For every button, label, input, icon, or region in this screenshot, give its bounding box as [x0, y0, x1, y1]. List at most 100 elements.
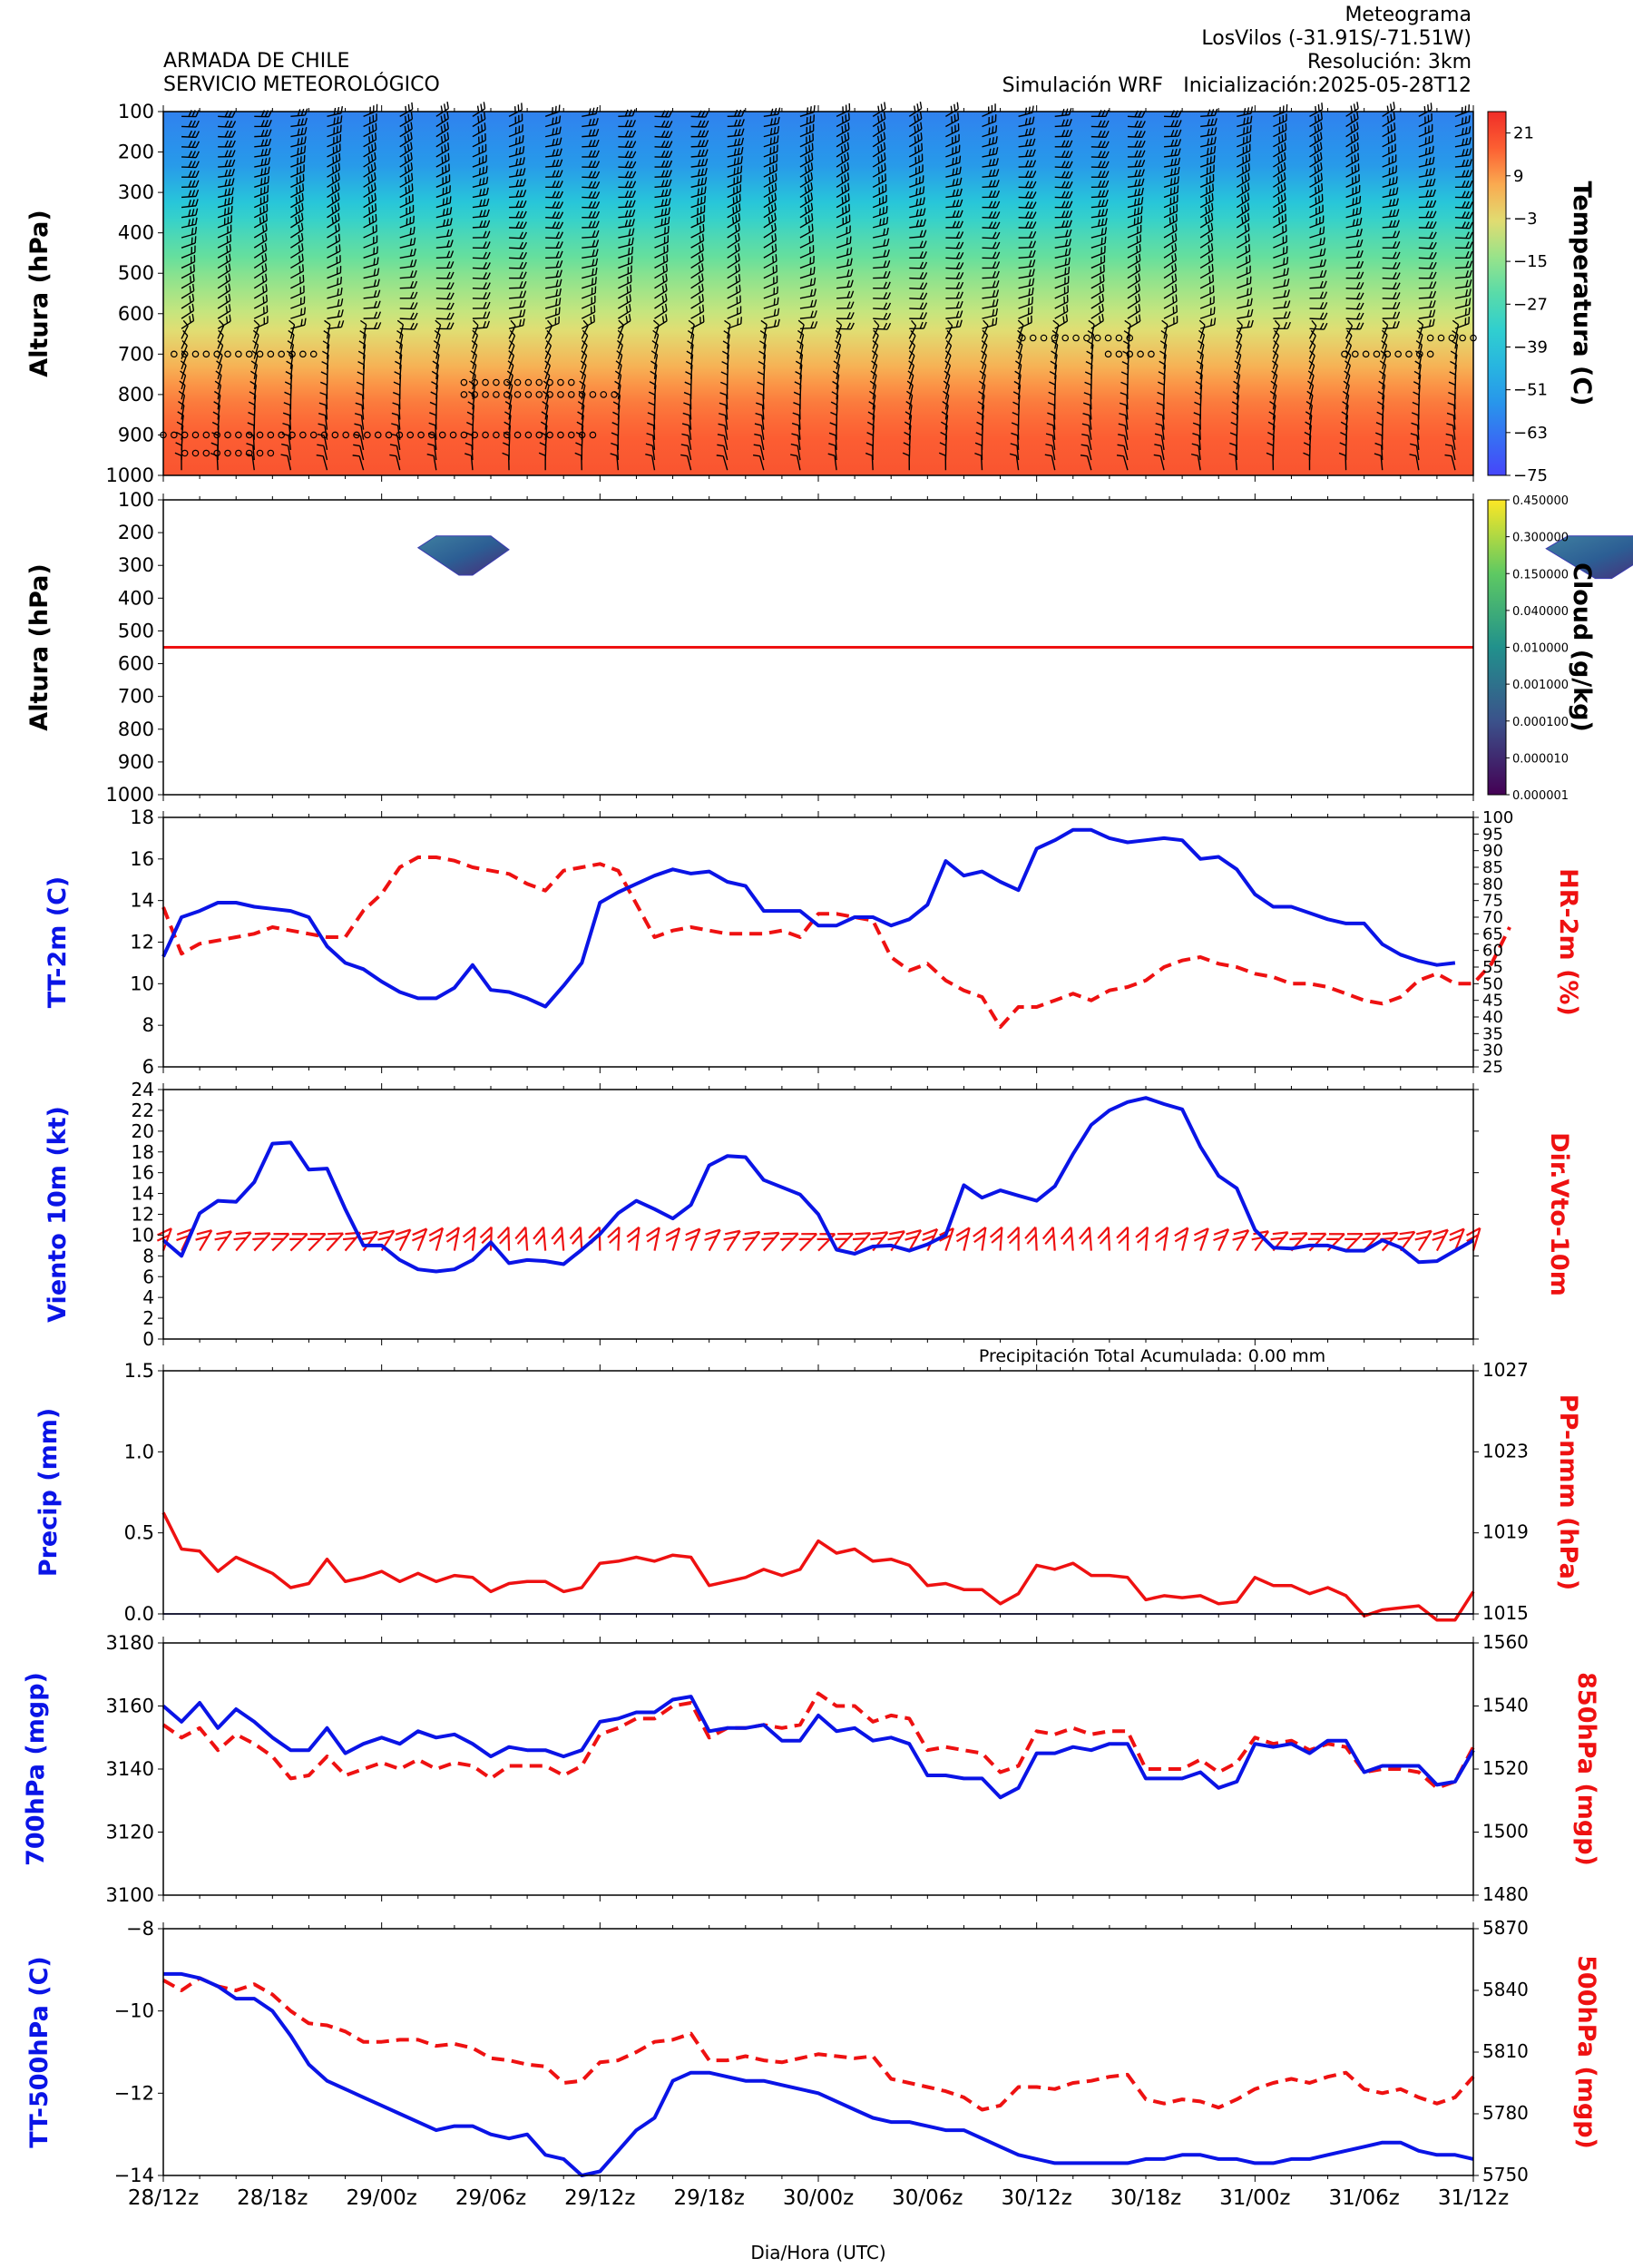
wind-barb [1345, 271, 1364, 279]
wind-barb [472, 320, 490, 329]
wind-barb [690, 158, 709, 168]
humidity-marker [546, 378, 553, 386]
wind-barb [614, 370, 622, 390]
wind-barb [1342, 390, 1350, 410]
wind-barb [614, 380, 621, 400]
wind-barb [723, 330, 730, 349]
wind-barb [1018, 230, 1037, 239]
wind-barb [908, 339, 916, 359]
wind-barb [544, 298, 562, 309]
wind-barb [799, 245, 815, 259]
wind-barb [1273, 235, 1287, 249]
y-tick-label-right: 1540 [1482, 1695, 1529, 1716]
wind-barb [1163, 176, 1179, 188]
wind-barb [254, 166, 270, 178]
wind-barb [1237, 287, 1253, 299]
wind-barb [290, 307, 307, 319]
wind-barb [1382, 292, 1401, 300]
wind-barb [727, 174, 742, 188]
wind-barb [1345, 228, 1363, 239]
wind-barb [508, 299, 526, 309]
wind-barb [1418, 231, 1437, 240]
wind-barb [873, 238, 890, 249]
wind-barb [254, 185, 269, 199]
humidity-marker [493, 431, 500, 439]
wind-barb [1273, 246, 1288, 259]
wind-barb [690, 167, 708, 178]
wind-barb [1163, 223, 1178, 239]
wind-barb [1082, 412, 1092, 430]
temperature-field [163, 112, 1473, 475]
wind-barb [872, 184, 887, 199]
wind-barb [763, 275, 778, 289]
surface-temp-humidity-panel: 6 8 10 12 14 16 18 2530354045505560657075808590… [44, 807, 1582, 1078]
wind-barb [945, 144, 961, 158]
humidity-marker [224, 350, 231, 358]
wind-barb [1236, 143, 1251, 158]
wind-barb [680, 454, 692, 471]
wind-barb [582, 267, 598, 279]
y-tick-label-right: 60 [1482, 942, 1503, 961]
wind-barb [836, 214, 851, 229]
wind-barb [1382, 240, 1401, 249]
wind-barb [290, 212, 304, 229]
geopotential-500-ylabel: 500hPa (mgp) [1572, 1955, 1600, 2149]
humidity-marker [471, 378, 479, 386]
humidity-marker [288, 350, 296, 358]
wind-barb [1445, 433, 1456, 451]
wind-barb [1198, 340, 1205, 359]
wind-barb [327, 266, 342, 279]
wind-barb [1418, 290, 1437, 299]
wind-barb [1454, 115, 1471, 128]
wind-barb [581, 305, 596, 319]
wind-barb [574, 452, 582, 471]
wind-barb [727, 203, 741, 219]
wind-barb [945, 310, 963, 319]
humidity-marker [557, 391, 564, 398]
wind-barb [327, 162, 341, 178]
humidity-marker [235, 449, 242, 457]
wind-barb [472, 154, 487, 168]
wind-barb [1345, 184, 1361, 199]
wind-direction-barb [395, 1228, 412, 1252]
wind-barb [435, 112, 449, 128]
humidity-marker [1083, 334, 1090, 342]
wind-barb [872, 122, 886, 138]
wind-barb [1118, 423, 1129, 440]
wind-barb [833, 360, 840, 380]
wind-barb [1418, 156, 1435, 168]
wind-barb [472, 319, 479, 339]
wind-barb [181, 293, 195, 309]
wind-barb [1273, 224, 1287, 239]
wind-barb [836, 203, 851, 219]
wind-barb [719, 392, 728, 410]
wind-barb [617, 339, 623, 359]
wind-barb [1272, 339, 1279, 359]
y-tick-label: 0 [142, 1328, 154, 1350]
wind-barb [1273, 171, 1286, 188]
wind-barb [472, 198, 490, 209]
wind-barb [982, 289, 1000, 299]
wind-barb [752, 455, 765, 471]
wind-barb [1454, 298, 1472, 309]
wind-barb [690, 263, 704, 279]
wind-barb [281, 443, 292, 461]
y-tick-label: 20 [132, 1120, 154, 1142]
temperature-colorbar-label: Temperatura (C) [1568, 181, 1596, 406]
wind-barb [836, 258, 853, 269]
wind-barb [472, 311, 491, 319]
wind-barb [872, 339, 879, 359]
wind-barb [252, 339, 259, 359]
wind-barb [324, 319, 331, 339]
y-tick-label-right: 35 [1482, 1024, 1503, 1043]
wind-barb [1018, 127, 1035, 138]
wind-barb [1163, 185, 1179, 199]
wind-barb [327, 255, 341, 269]
wind-barb [792, 412, 801, 430]
wind-barb [1090, 171, 1110, 179]
wind-barb [253, 305, 269, 319]
wind-barb [727, 128, 745, 138]
y-tick-label: 1000 [106, 784, 154, 806]
wind-barb [832, 370, 840, 390]
colorbar-tick-label: −15 [1513, 252, 1548, 271]
